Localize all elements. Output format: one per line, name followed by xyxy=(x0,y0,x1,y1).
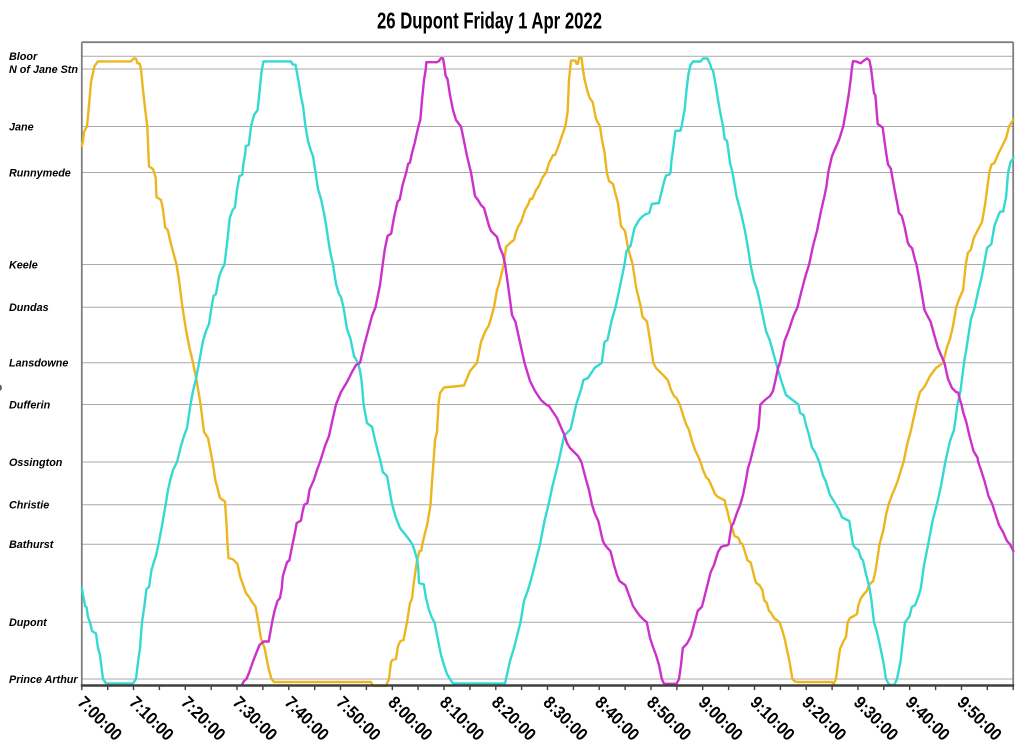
svg-text:Prince Arthur: Prince Arthur xyxy=(9,674,78,686)
svg-text:Christie: Christie xyxy=(9,500,49,512)
svg-text:Dundas: Dundas xyxy=(9,302,49,314)
svg-text:o: o xyxy=(0,380,2,394)
svg-text:N of Jane Stn: N of Jane Stn xyxy=(9,64,78,76)
svg-text:Runnymede: Runnymede xyxy=(9,167,71,179)
svg-text:Jane: Jane xyxy=(9,121,34,133)
svg-text:Bathurst: Bathurst xyxy=(9,539,54,551)
svg-text:Bloor: Bloor xyxy=(9,51,38,63)
svg-text:Keele: Keele xyxy=(9,259,38,271)
svg-text:Ossington: Ossington xyxy=(9,457,63,469)
svg-text:Dupont: Dupont xyxy=(9,617,47,629)
svg-text:Dufferin: Dufferin xyxy=(9,399,51,411)
svg-text:26 Dupont Friday 1 Apr 2022: 26 Dupont Friday 1 Apr 2022 xyxy=(377,7,602,33)
svg-text:Lansdowne: Lansdowne xyxy=(9,358,68,370)
